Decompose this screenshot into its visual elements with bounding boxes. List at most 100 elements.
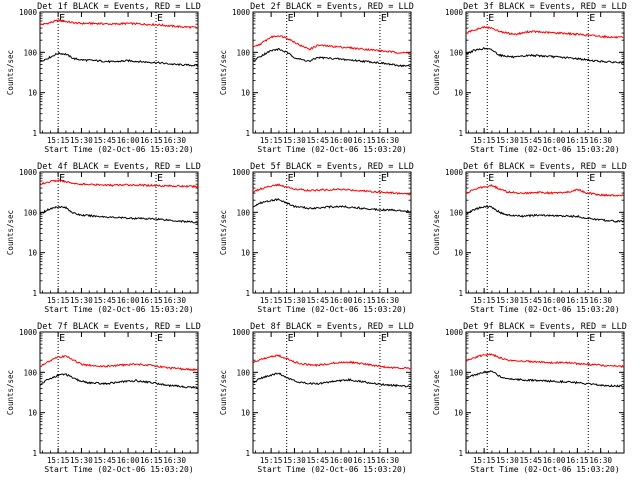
y-tick-label: 1: [458, 129, 463, 138]
x-tick-label: 16:30: [163, 296, 186, 305]
event-marker-label: E: [488, 173, 494, 184]
y-tick-label: 1000: [232, 168, 251, 177]
event-marker-label: E: [381, 173, 387, 184]
x-tick-label: 16:15: [566, 296, 589, 305]
y-tick-label: 100: [23, 208, 37, 217]
event-marker-label: E: [59, 333, 65, 344]
x-tick-label: 15:30: [283, 456, 306, 465]
y-axis-label: Counts/sec: [6, 50, 15, 95]
y-tick-label: 1: [32, 289, 37, 298]
plot-frame: [465, 11, 625, 134]
y-tick-label: 100: [236, 48, 250, 57]
x-tick-label: 16:00: [117, 136, 140, 145]
detector-panel: Det 6f BLACK = Events, RED = LLD 1 10 100 10…: [432, 162, 627, 314]
x-tick-label: 16:30: [376, 136, 399, 145]
detector-panel: Det 3f BLACK = Events, RED = LLD 1 10 100 10…: [432, 2, 627, 154]
y-tick-label: 1: [458, 289, 463, 298]
lld-series-line: [39, 179, 199, 189]
plot-frame: [465, 171, 625, 294]
y-tick-label: 10: [241, 249, 251, 258]
x-tick-label: 16:30: [589, 296, 612, 305]
x-tick-label: 15:30: [283, 296, 306, 305]
event-marker-label: E: [589, 13, 595, 24]
y-tick-label: 1000: [232, 8, 251, 17]
detector-panel: Det 7f BLACK = Events, RED = LLD 1 10 100 10…: [6, 322, 201, 474]
x-tick-label: 16:30: [163, 136, 186, 145]
event-marker-label: E: [288, 333, 294, 344]
event-marker-label: E: [157, 173, 163, 184]
x-tick-label: 15:30: [70, 456, 93, 465]
y-tick-label: 1000: [445, 328, 464, 337]
x-tick-label: 16:00: [330, 296, 353, 305]
y-tick-label: 10: [241, 89, 251, 98]
x-tick-label: 16:00: [543, 456, 566, 465]
x-tick-label: 16:30: [376, 456, 399, 465]
x-tick-label: 15:45: [306, 456, 329, 465]
x-axis-label: Start Time (02-Oct-06 15:03:20): [44, 145, 193, 154]
lld-series-line: [39, 19, 199, 30]
x-tick-label: 15:15: [473, 136, 496, 145]
event-marker-label: E: [488, 13, 494, 24]
x-axis-label: Start Time (02-Oct-06 15:03:20): [470, 145, 619, 154]
x-tick-label: 16:15: [353, 456, 376, 465]
y-tick-label: 100: [449, 48, 463, 57]
x-tick-label: 16:30: [589, 456, 612, 465]
y-axis-label: Counts/sec: [219, 210, 228, 255]
x-tick-label: 16:30: [376, 296, 399, 305]
y-tick-label: 100: [236, 368, 250, 377]
events-series-line: [252, 198, 412, 213]
x-tick-label: 16:00: [117, 296, 140, 305]
lld-series-line: [252, 354, 412, 370]
y-axis-label: Counts/sec: [432, 210, 441, 255]
y-axis-label: Counts/sec: [432, 370, 441, 415]
panel-title: Det 4f BLACK = Events, RED = LLD: [37, 162, 201, 172]
event-marker-label: E: [288, 13, 294, 24]
x-tick-label: 15:30: [496, 296, 519, 305]
x-tick-label: 15:15: [47, 136, 70, 145]
y-tick-label: 1: [32, 449, 37, 458]
lld-series-line: [252, 183, 412, 196]
detector-panel: Det 4f BLACK = Events, RED = LLD 1 10 100 10…: [6, 162, 201, 314]
x-tick-label: 15:45: [519, 456, 542, 465]
panel-title: Det 1f BLACK = Events, RED = LLD: [37, 2, 201, 12]
x-tick-label: 15:45: [519, 296, 542, 305]
x-tick-label: 16:15: [353, 136, 376, 145]
events-series-line: [252, 47, 412, 68]
x-tick-label: 15:30: [496, 136, 519, 145]
plot-frame: [465, 331, 625, 454]
x-tick-label: 15:30: [496, 456, 519, 465]
panel-title: Det 2f BLACK = Events, RED = LLD: [250, 2, 414, 12]
event-marker-label: E: [488, 333, 494, 344]
panel-title: Det 7f BLACK = Events, RED = LLD: [37, 322, 201, 332]
event-marker-label: E: [157, 333, 163, 344]
lld-series-line: [465, 25, 625, 39]
x-tick-label: 15:15: [47, 456, 70, 465]
x-tick-label: 15:45: [93, 296, 116, 305]
x-tick-label: 15:45: [519, 136, 542, 145]
events-series-line: [466, 205, 625, 223]
y-tick-label: 1000: [445, 168, 464, 177]
y-axis-label: Counts/sec: [6, 210, 15, 255]
y-tick-label: 1000: [19, 8, 38, 17]
detector-panel: Det 8f BLACK = Events, RED = LLD 1 10 100 10…: [219, 322, 414, 474]
y-tick-label: 100: [449, 368, 463, 377]
x-axis-label: Start Time (02-Oct-06 15:03:20): [470, 465, 619, 474]
y-tick-label: 100: [23, 368, 37, 377]
y-tick-label: 10: [241, 409, 251, 418]
panel-title: Det 3f BLACK = Events, RED = LLD: [463, 2, 627, 12]
y-tick-label: 1000: [19, 168, 38, 177]
plot-frame: [252, 171, 412, 294]
x-tick-label: 16:15: [566, 136, 589, 145]
y-axis-label: Counts/sec: [219, 50, 228, 95]
x-tick-label: 16:30: [589, 136, 612, 145]
y-tick-label: 10: [454, 89, 464, 98]
x-tick-label: 16:15: [140, 296, 163, 305]
detector-panel: Det 5f BLACK = Events, RED = LLD 1 10 100 10…: [219, 162, 414, 314]
y-tick-label: 1000: [445, 8, 464, 17]
events-series-line: [465, 47, 625, 65]
y-axis-label: Counts/sec: [6, 370, 15, 415]
event-marker-label: E: [589, 333, 595, 344]
events-series-line: [252, 372, 412, 388]
x-axis-label: Start Time (02-Oct-06 15:03:20): [257, 145, 406, 154]
